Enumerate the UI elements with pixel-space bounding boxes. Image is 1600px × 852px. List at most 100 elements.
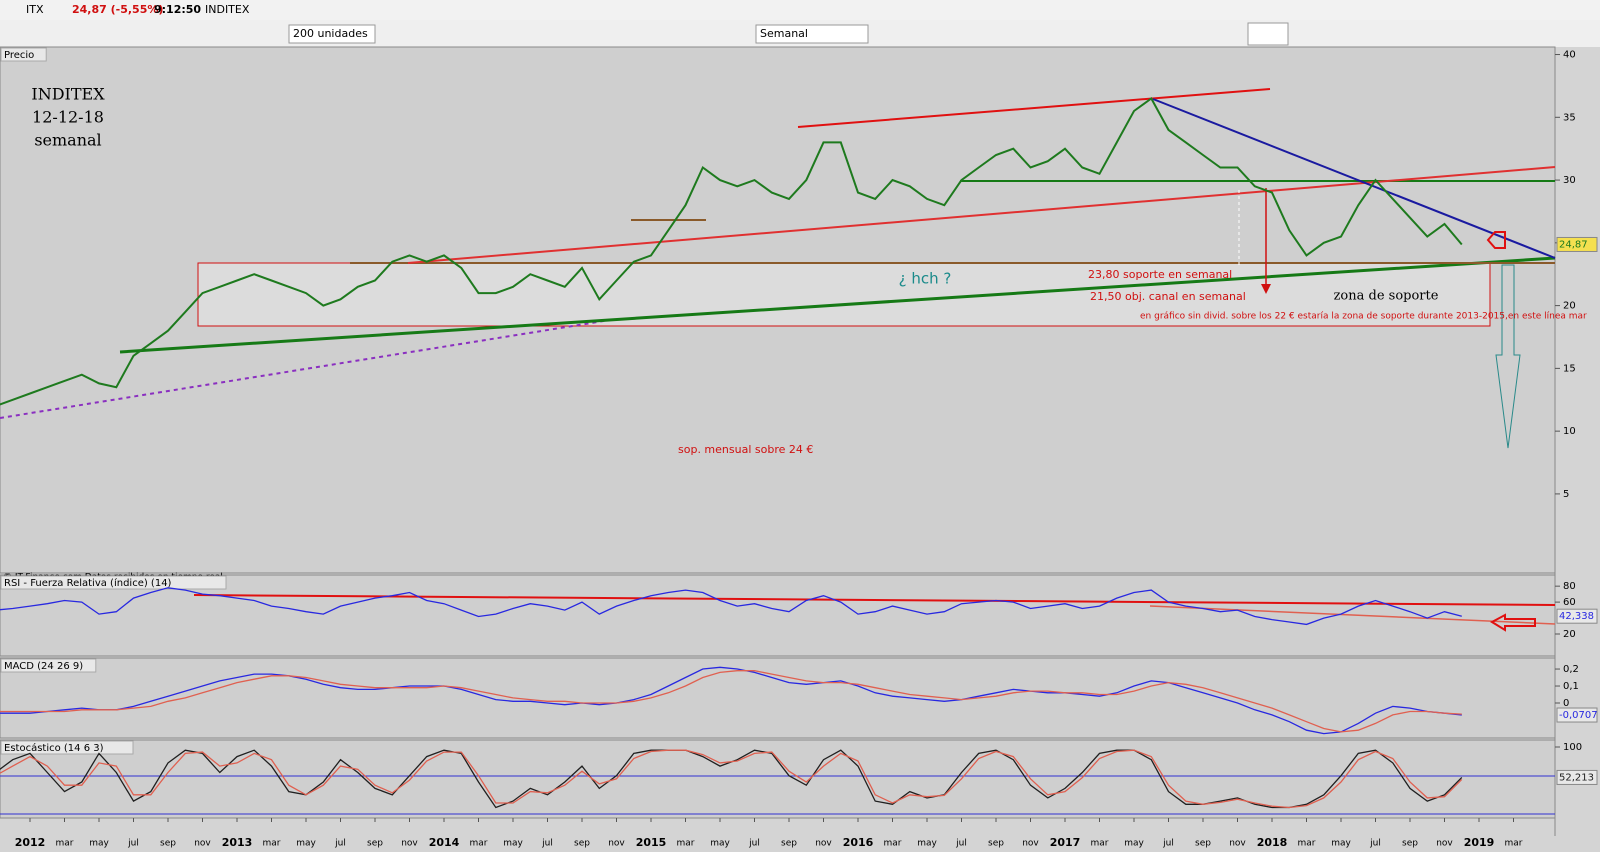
target-arrow [1495,264,1521,449]
support-box [197,262,1491,327]
panel-title: RSI - Fuerza Relativa (índice) (14) [4,577,172,589]
x-tick-label: jul [541,839,553,849]
x-tick-label: jul [127,839,139,849]
arrow-head [1261,284,1271,294]
last-value-label: -0,0707 [1559,710,1598,721]
annotation: ¿ hch ? [899,270,952,288]
series-line [0,666,1462,735]
x-tick-label: may [89,839,109,849]
x-tick-label: mar [884,839,902,849]
symbol[interactable]: ITX [26,3,44,16]
x-tick-label: 2018 [1257,836,1288,849]
trend-line [193,594,1556,606]
y-tick-label: 0,1 [1563,681,1579,692]
rsi-panel [0,574,1556,657]
last-value-box [1556,707,1598,723]
x-tick-label: 2017 [1050,836,1081,849]
x-tick-label: jul [1369,839,1381,849]
panel-title-box [0,658,97,673]
y-tick-label: 20 [1563,301,1576,312]
series-line [0,587,1462,626]
panel-title: Precio [4,50,34,61]
x-tick-label: mar [1298,839,1316,849]
x-tick-label: sep [160,839,176,849]
x-tick-label: mar [1091,839,1109,849]
x-tick-label: sep [1402,839,1418,849]
marker-arrow [1489,613,1536,632]
x-tick-label: may [917,839,937,849]
marker-arrow [1486,231,1506,249]
panel-title-box [0,47,47,62]
y-tick-label: 0,2 [1563,664,1579,675]
x-tick-label: 2013 [222,836,253,849]
x-tick-label: 2015 [636,836,667,849]
x-tick-label: mar [263,839,281,849]
y-tick-label: 5 [1563,489,1569,500]
panel-title: Estocástico (14 6 3) [4,742,104,754]
y-tick-label: 35 [1563,112,1576,123]
x-tick-label: may [710,839,730,849]
x-tick-label: mar [1505,839,1523,849]
trend-line [119,256,1556,354]
quantity: 200 unidades [293,27,368,40]
x-tick-label: nov [815,839,832,849]
trend-line [1152,98,1556,259]
y-tick-label: 20 [1563,629,1576,640]
y-tick-label: 100 [1563,742,1582,753]
macd-panel [0,657,1556,739]
period-select[interactable] [755,24,869,44]
x-tick-label: 2019 [1464,836,1495,849]
last-value-label: 24,87 [1559,239,1588,250]
x-tick-label: may [503,839,523,849]
x-tick-label: nov [1022,839,1039,849]
trend-line [0,319,611,419]
title-bar [0,0,1600,20]
period: Semanal [760,27,808,40]
x-tick-label: nov [1436,839,1453,849]
last-value-box [1556,236,1598,252]
company-name: INDITEX [205,3,250,16]
x-tick-label: sep [1195,839,1211,849]
quantity-select[interactable] [288,24,376,44]
last-value-label: 52,213 [1559,772,1594,783]
time: 9:12:50 [154,3,201,16]
annotation: sop. mensual sobre 24 € [678,443,813,456]
x-tick-label: sep [781,839,797,849]
y-tick-label: 80 [1563,581,1576,592]
stoch-panel [0,739,1556,819]
series-line [0,97,1463,406]
x-tick-label: 2012 [15,836,46,849]
x-tick-label: nov [401,839,418,849]
annotation: en gráfico sin divid. sobre los 22 € est… [1140,312,1587,322]
x-tick-label: jul [748,839,760,849]
trend-line [1149,605,1556,625]
chart-type-button[interactable] [1247,22,1289,46]
x-tick-label: mar [56,839,74,849]
series-line [0,749,1463,809]
y-tick-label: 60 [1563,597,1576,608]
y-tick-label: 15 [1563,363,1576,374]
x-tick-label: sep [367,839,383,849]
trend-line [797,88,1271,128]
x-tick-label: may [296,839,316,849]
y-tick-label: 40 [1563,50,1576,61]
x-tick-label: may [1124,839,1144,849]
x-tick-label: jul [955,839,967,849]
x-tick-label: nov [608,839,625,849]
x-tick-label: may [1331,839,1351,849]
x-tick-label: sep [988,839,1004,849]
panel-title: MACD (24 26 9) [4,661,83,672]
annotation: semanal [34,131,101,150]
annotation: INDITEX [31,85,105,104]
annotation: 23,80 soporte en semanal [1088,268,1232,281]
x-tick-label: nov [194,839,211,849]
series-line [0,749,1463,809]
panel-title-box [0,575,227,590]
x-tick-label: jul [334,839,346,849]
x-tick-label: mar [470,839,488,849]
y-tick-label: 10 [1563,426,1576,437]
x-tick-label: 2016 [843,836,874,849]
x-tick-label: mar [677,839,695,849]
